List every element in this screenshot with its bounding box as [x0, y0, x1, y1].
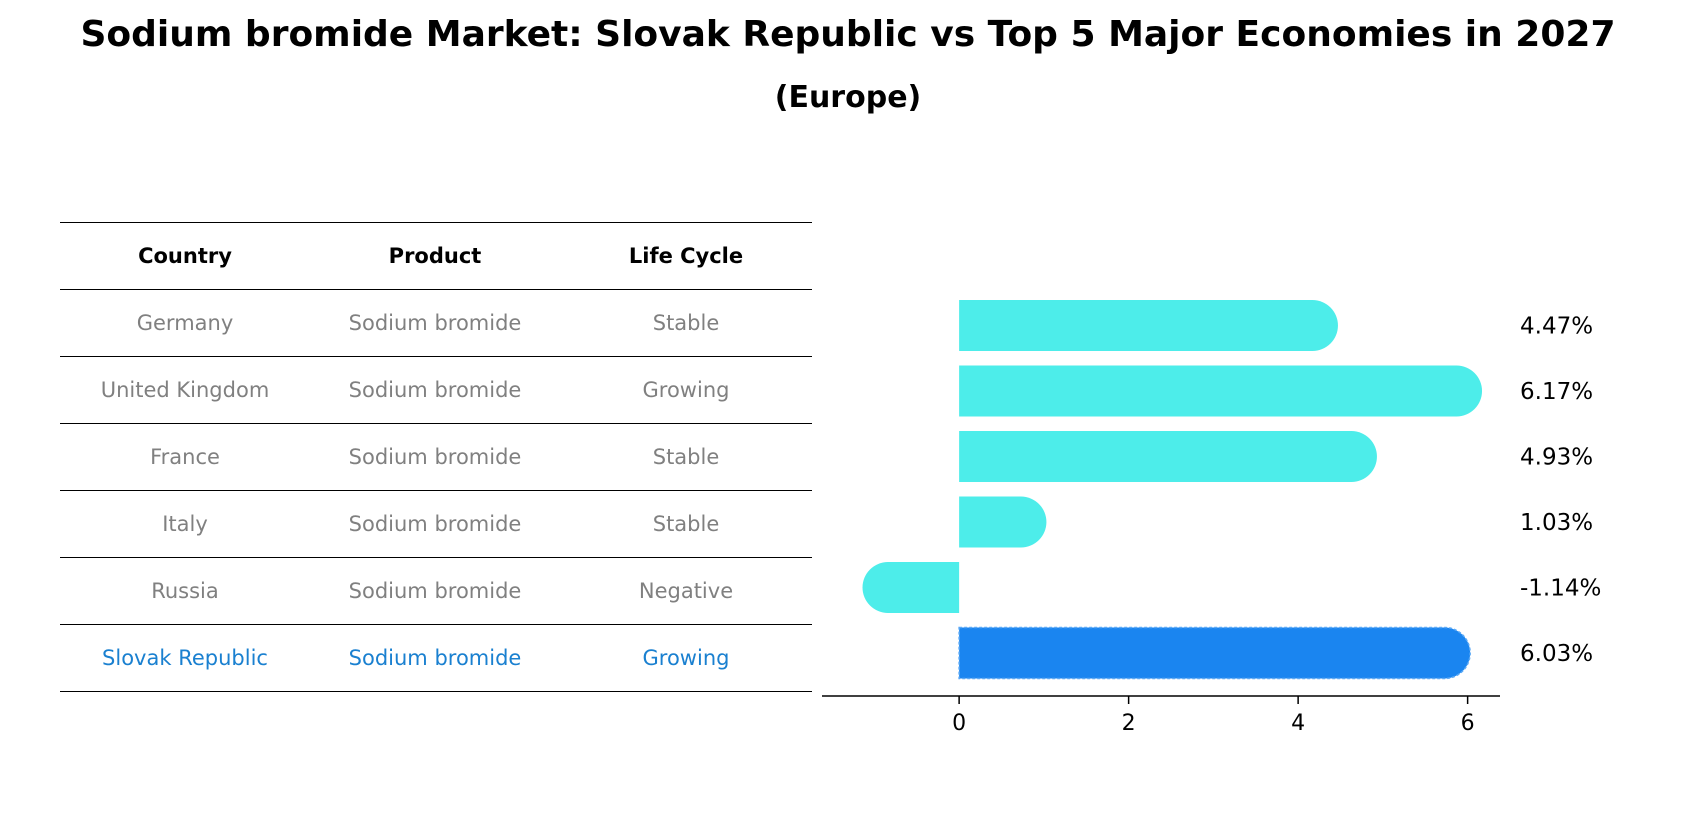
row-country: Italy [162, 512, 208, 536]
table-row: France Sodium bromide Stable [60, 423, 812, 490]
bar [959, 300, 1338, 351]
table-row: Germany Sodium bromide Stable [60, 289, 812, 356]
header-country: Country [138, 244, 232, 268]
x-tick-label: 2 [1122, 711, 1136, 736]
market-table: Country Product Life Cycle Germany Sodiu… [60, 222, 812, 692]
row-life-cycle: Negative [638, 579, 734, 603]
row-country: Russia [151, 579, 219, 603]
bar-value-label: 4.47% [1520, 314, 1593, 340]
chart-subtitle: (Europe) [774, 80, 922, 115]
bar-value-label: 1.03% [1520, 510, 1593, 536]
bar-highlight [958, 626, 1471, 680]
row-product: Sodium bromide [348, 646, 522, 670]
bar [959, 431, 1377, 482]
chart-title: Sodium bromide Market: Slovak Republic v… [80, 14, 1616, 55]
row-country: Germany [136, 311, 234, 335]
x-tick-label: 0 [952, 711, 966, 736]
header-product: Product [388, 244, 482, 268]
row-life-cycle: Growing [642, 378, 730, 402]
x-tick-label: 4 [1291, 711, 1305, 736]
table-row: Italy Sodium bromide Stable [60, 490, 812, 557]
row-country: France [150, 445, 220, 469]
bar-value-label: 4.93% [1520, 445, 1593, 471]
row-life-cycle: Growing [642, 646, 730, 670]
row-country: United Kingdom [100, 378, 270, 402]
bar [959, 496, 1047, 548]
row-product: Sodium bromide [348, 579, 522, 603]
row-life-cycle: Stable [652, 445, 720, 469]
x-tick-label: 6 [1461, 711, 1475, 736]
row-product: Sodium bromide [348, 378, 522, 402]
table-row: Russia Sodium bromide Negative [60, 557, 812, 624]
row-life-cycle: Stable [652, 512, 720, 536]
bar [959, 365, 1483, 417]
bar-value-label: 6.03% [1520, 641, 1593, 667]
table-row: United Kingdom Sodium bromide Growing [60, 356, 812, 423]
bar [862, 562, 960, 613]
bar-value-label: -1.14% [1520, 576, 1601, 602]
bar-value-label: 6.17% [1520, 379, 1593, 405]
row-life-cycle: Stable [652, 311, 720, 335]
row-country: Slovak Republic [102, 646, 268, 670]
bar-chart: 4.47% 6.17% 4.93% 1.03% -1.14% 6.03% 0 2 4 6 [822, 300, 1601, 736]
row-product: Sodium bromide [348, 512, 522, 536]
table-row-highlight: Slovak Republic Sodium bromide Growing [60, 624, 812, 692]
table-header-row: Country Product Life Cycle [60, 222, 812, 289]
row-product: Sodium bromide [348, 311, 522, 335]
header-life-cycle: Life Cycle [628, 244, 744, 268]
row-product: Sodium bromide [348, 445, 522, 469]
